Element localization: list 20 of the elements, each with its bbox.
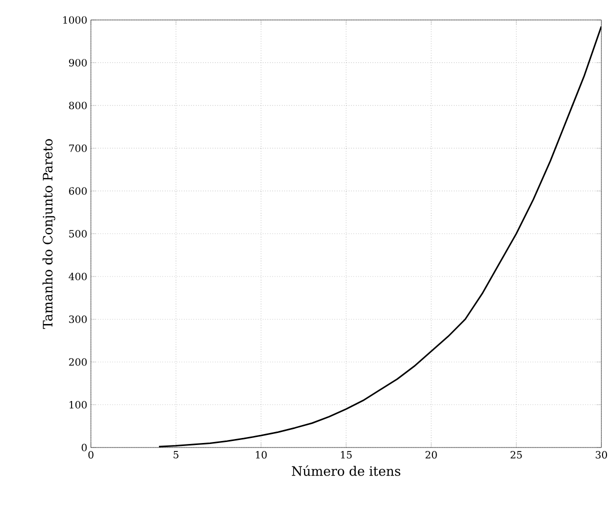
x-tick-label: 5 [174,450,178,458]
y-tick-label: 300 [69,315,87,323]
y-tick-label: 200 [69,358,87,366]
y-tick-label: 700 [69,144,87,152]
x-tick-label: 30 [596,450,608,458]
y-tick-label: 800 [69,101,87,110]
y-tick-label: 600 [69,186,87,195]
x-tick-label: 0 [88,450,94,458]
x-tick-label: 10 [256,450,267,458]
y-tick-label: 900 [69,58,87,66]
y-tick-label: 1000 [63,16,87,24]
x-tick-label: 25 [510,450,522,458]
y-tick-label: 100 [70,400,87,408]
x-axis-title: Número de itens [292,465,400,476]
y-axis-title: Tamanho do Conjunto Pareto [42,138,56,329]
x-tick-label: 15 [341,450,352,458]
x-tick-label: 20 [426,450,437,458]
y-tick-label: 0 [82,444,87,452]
y-tick-label: 500 [69,230,87,238]
y-tick-label: 400 [68,272,87,280]
